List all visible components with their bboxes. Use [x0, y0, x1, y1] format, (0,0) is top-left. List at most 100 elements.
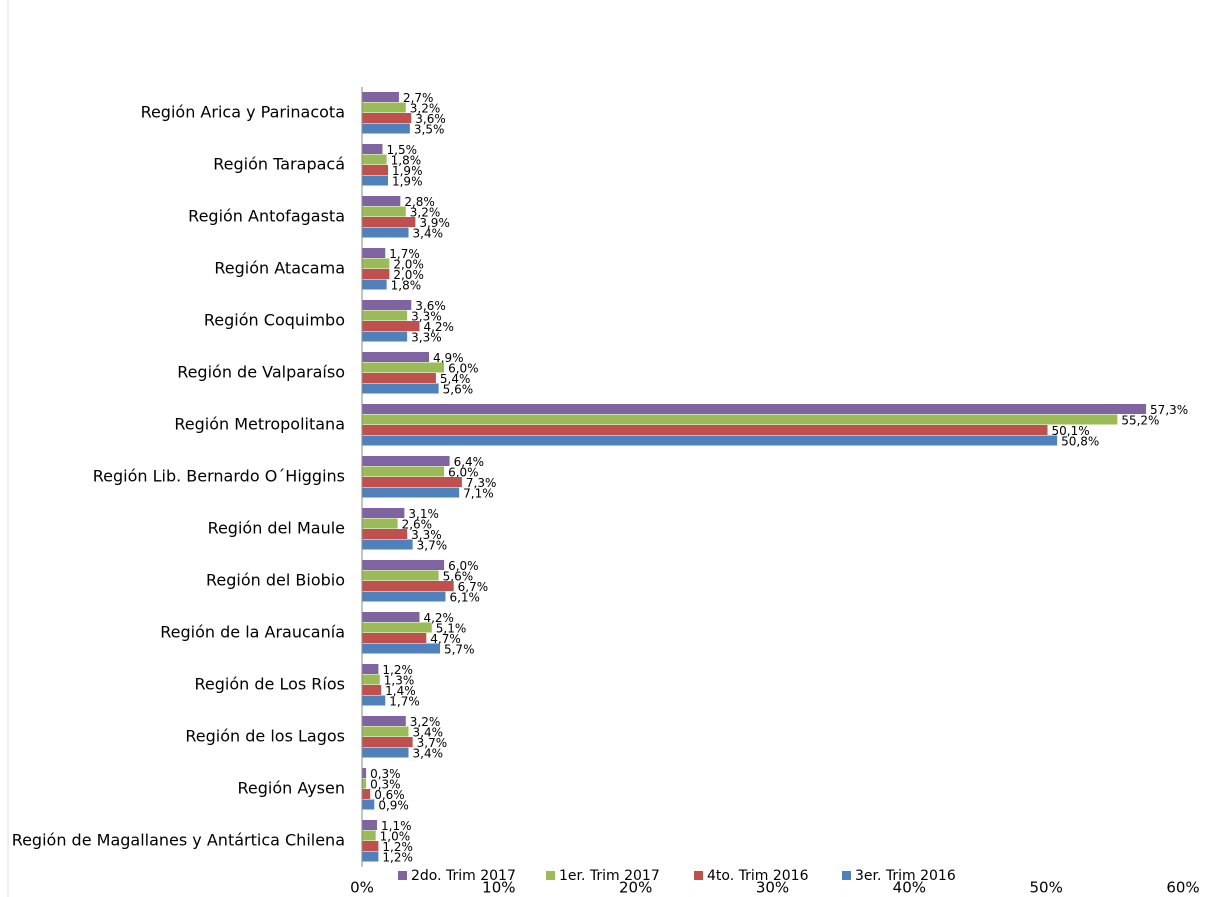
bar — [362, 321, 420, 331]
x-tick-label: 40% — [893, 879, 926, 897]
value-label: 6,7% — [458, 580, 489, 594]
bar — [362, 539, 413, 550]
value-label: 1,9% — [392, 174, 423, 188]
legend-label: 2do. Trim 2017 — [411, 868, 516, 884]
category-label: Región Lib. Bernardo O´Higgins — [93, 467, 345, 486]
value-label: 3,1% — [408, 507, 439, 521]
x-tick-label: 60% — [1166, 879, 1199, 897]
bar — [362, 279, 387, 290]
bar — [362, 227, 409, 238]
bar — [362, 820, 378, 830]
bar — [362, 716, 406, 726]
legend-label: 4to. Trim 2016 — [707, 868, 809, 884]
value-label: 3,6% — [415, 112, 446, 126]
bar — [362, 778, 367, 789]
category-label: Región Metropolitana — [174, 415, 345, 434]
value-label: 5,4% — [440, 372, 471, 386]
bar — [362, 487, 460, 498]
bar — [362, 726, 409, 737]
bar — [362, 217, 416, 227]
value-label: 1,8% — [391, 153, 422, 167]
bar — [362, 248, 386, 258]
bar — [362, 591, 446, 602]
bar — [362, 518, 398, 529]
value-label: 1,7% — [389, 694, 420, 708]
category-label: Región de la Araucanía — [160, 623, 345, 642]
category-label: Región Antofagasta — [188, 207, 345, 226]
category-label: Región Tarapacá — [213, 155, 345, 174]
value-label: 2,0% — [393, 257, 424, 271]
value-label: 1,7% — [389, 247, 420, 261]
bar — [362, 373, 436, 383]
bar — [362, 435, 1058, 446]
value-label: 1,1% — [381, 819, 412, 833]
value-label: 2,6% — [402, 517, 433, 531]
bar — [362, 123, 410, 134]
bar — [362, 144, 383, 154]
value-label: 3,3% — [411, 309, 442, 323]
bar — [362, 612, 420, 622]
category-label: Región Atacama — [214, 259, 345, 278]
legend-swatch — [694, 871, 703, 880]
value-label: 3,9% — [419, 216, 450, 230]
value-label: 2,7% — [403, 91, 434, 105]
bar — [362, 206, 406, 217]
value-label: 6,4% — [454, 455, 485, 469]
value-label: 3,3% — [411, 528, 442, 542]
value-label: 3,4% — [413, 226, 444, 240]
category-label: Región de los Lagos — [185, 727, 345, 746]
value-label: 5,1% — [436, 621, 467, 635]
legend-label: 1er. Trim 2017 — [559, 868, 660, 884]
value-label: 4,7% — [430, 632, 461, 646]
x-tick-label: 10% — [482, 879, 515, 897]
value-label: 0,3% — [370, 777, 401, 791]
bar — [362, 695, 386, 706]
value-label: 4,2% — [423, 611, 454, 625]
value-label: 55,2% — [1121, 413, 1159, 427]
bar — [362, 570, 439, 581]
category-label: Región de Los Ríos — [195, 675, 345, 694]
category-label: Región Coquimbo — [204, 311, 345, 330]
x-tick-label: 30% — [756, 879, 789, 897]
value-label: 1,3% — [384, 673, 415, 687]
value-label: 50,8% — [1061, 434, 1099, 448]
value-label: 0,6% — [374, 788, 405, 802]
bar — [362, 789, 371, 799]
x-tick-label: 0% — [350, 879, 374, 897]
value-label: 1,2% — [382, 840, 413, 854]
value-label: 3,2% — [410, 205, 441, 219]
bar — [362, 581, 454, 591]
value-label: 5,6% — [443, 569, 474, 583]
value-label: 1,0% — [380, 829, 411, 843]
bar — [362, 404, 1147, 414]
legend-swatch — [398, 871, 407, 880]
bar — [362, 383, 439, 394]
bar — [362, 92, 399, 102]
bar — [362, 841, 379, 851]
value-label: 1,2% — [382, 663, 413, 677]
value-label: 3,2% — [410, 715, 441, 729]
bar — [362, 851, 379, 862]
value-label: 3,2% — [410, 101, 441, 115]
bar — [362, 196, 401, 206]
bar — [362, 175, 388, 186]
bar — [362, 352, 430, 362]
bar — [362, 425, 1048, 435]
bar — [362, 622, 432, 633]
bar — [362, 674, 380, 685]
value-label: 2,0% — [393, 268, 424, 282]
value-label: 3,3% — [411, 330, 442, 344]
bar — [362, 633, 427, 643]
bar — [362, 737, 413, 747]
bar — [362, 508, 405, 518]
value-label: 1,8% — [391, 278, 422, 292]
bar — [362, 269, 390, 279]
bar — [362, 258, 390, 269]
x-tick-label: 50% — [1029, 879, 1062, 897]
value-label: 0,3% — [370, 767, 401, 781]
category-label: Región Arica y Parinacota — [141, 103, 345, 122]
value-label: 4,2% — [423, 320, 454, 334]
bar — [362, 466, 445, 477]
value-label: 6,0% — [448, 361, 479, 375]
